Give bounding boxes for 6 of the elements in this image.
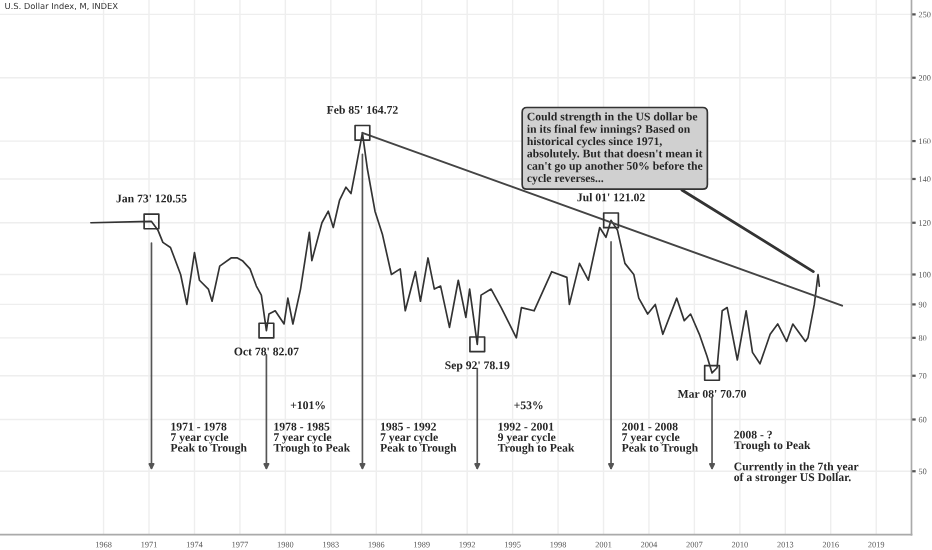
- point: [469, 336, 486, 353]
- point: [258, 322, 275, 339]
- point: [143, 213, 160, 230]
- point: [602, 212, 620, 229]
- point: [354, 124, 371, 142]
- point: [703, 364, 721, 382]
